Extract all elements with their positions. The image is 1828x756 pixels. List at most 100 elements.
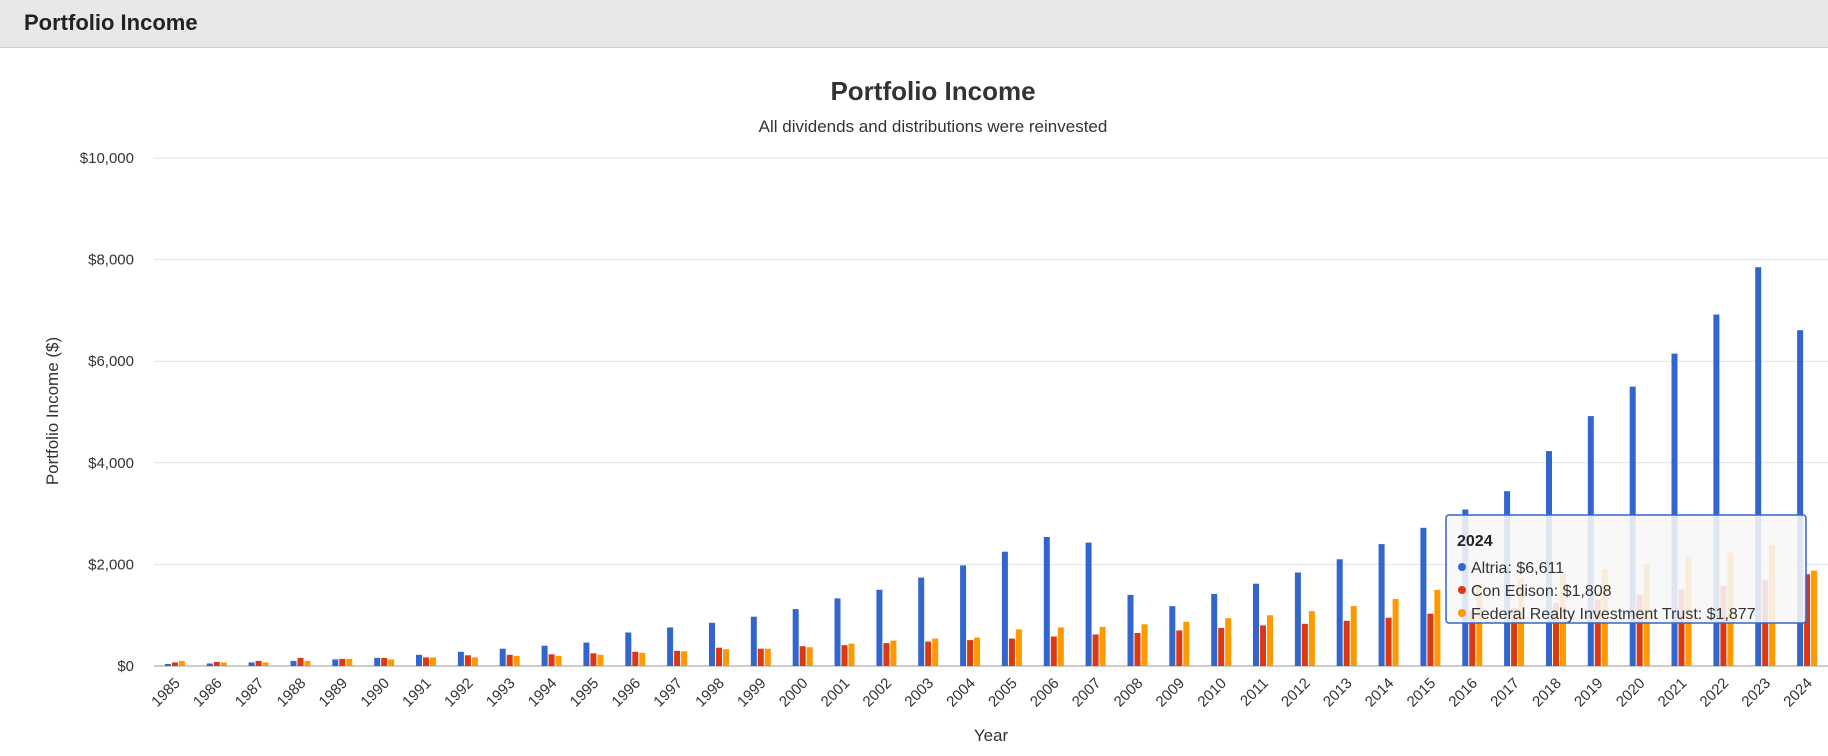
bar-federal-realty-investment-trust-2016[interactable]	[1476, 584, 1483, 666]
bar-altria-2001[interactable]	[834, 598, 841, 666]
bar-altria-1998[interactable]	[709, 622, 715, 666]
bar-altria-2011[interactable]	[1253, 583, 1259, 666]
bar-federal-realty-investment-trust-2006[interactable]	[1057, 627, 1064, 666]
bar-con-edison-1992[interactable]	[464, 655, 471, 666]
bar-altria-2014[interactable]	[1378, 544, 1385, 666]
bar-federal-realty-investment-trust-2004[interactable]	[974, 637, 981, 666]
bar-federal-realty-investment-trust-1985[interactable]	[178, 660, 185, 666]
bar-con-edison-1999[interactable]	[757, 648, 764, 666]
bar-federal-realty-investment-trust-1993[interactable]	[513, 655, 520, 666]
bar-altria-2005[interactable]	[1001, 551, 1008, 666]
bar-altria-1995[interactable]	[583, 642, 590, 666]
bar-federal-realty-investment-trust-2014[interactable]	[1392, 598, 1399, 666]
bar-federal-realty-investment-trust-2013[interactable]	[1350, 606, 1357, 666]
bar-con-edison-1989[interactable]	[339, 658, 346, 666]
bar-con-edison-1995[interactable]	[590, 653, 597, 666]
bar-con-edison-2016[interactable]	[1469, 611, 1476, 666]
bar-federal-realty-investment-trust-1998[interactable]	[723, 649, 729, 666]
bar-con-edison-2008[interactable]	[1134, 633, 1141, 666]
bar-con-edison-2001[interactable]	[841, 645, 848, 666]
bar-federal-realty-investment-trust-1988[interactable]	[304, 660, 311, 666]
bar-altria-1999[interactable]	[750, 616, 757, 666]
bar-federal-realty-investment-trust-1987[interactable]	[262, 662, 269, 666]
bar-con-edison-2015[interactable]	[1427, 613, 1434, 666]
bar-altria-1992[interactable]	[457, 651, 464, 666]
bar-federal-realty-investment-trust-1986[interactable]	[220, 662, 227, 666]
bar-con-edison-2020[interactable]	[1636, 594, 1643, 666]
bar-federal-realty-investment-trust-2009[interactable]	[1183, 621, 1190, 666]
bar-altria-2013[interactable]	[1336, 559, 1343, 666]
bar-con-edison-2024[interactable]	[1804, 574, 1811, 666]
bar-federal-realty-investment-trust-2011[interactable]	[1267, 615, 1273, 666]
bar-altria-1996[interactable]	[625, 632, 632, 667]
bar-con-edison-2017[interactable]	[1511, 608, 1518, 666]
bar-con-edison-1994[interactable]	[548, 654, 555, 666]
bar-federal-realty-investment-trust-2012[interactable]	[1308, 611, 1315, 666]
income-bar-chart[interactable]: Portfolio Income All dividends and distr…	[0, 48, 1828, 756]
bar-con-edison-2021[interactable]	[1678, 589, 1685, 666]
bar-federal-realty-investment-trust-1997[interactable]	[681, 651, 688, 666]
bar-con-edison-1987[interactable]	[255, 660, 262, 666]
bar-altria-2024[interactable]	[1797, 330, 1804, 666]
bar-con-edison-2014[interactable]	[1385, 617, 1392, 666]
bar-con-edison-2018[interactable]	[1553, 603, 1559, 666]
bar-altria-1997[interactable]	[667, 627, 674, 666]
bar-altria-1993[interactable]	[499, 648, 506, 666]
bar-con-edison-1991[interactable]	[423, 657, 429, 666]
bar-federal-realty-investment-trust-2007[interactable]	[1099, 626, 1106, 666]
bar-con-edison-2019[interactable]	[1594, 599, 1601, 667]
bar-con-edison-2004[interactable]	[967, 640, 974, 666]
bar-con-edison-2022[interactable]	[1720, 585, 1727, 666]
bar-altria-2004[interactable]	[960, 565, 967, 666]
bar-altria-1994[interactable]	[541, 645, 548, 666]
bar-con-edison-1985[interactable]	[171, 662, 178, 666]
bar-federal-realty-investment-trust-2024[interactable]	[1811, 570, 1818, 666]
bar-federal-realty-investment-trust-1999[interactable]	[764, 648, 771, 666]
bar-altria-1988[interactable]	[290, 660, 297, 666]
bar-federal-realty-investment-trust-1994[interactable]	[555, 655, 562, 666]
bar-federal-realty-investment-trust-2015[interactable]	[1434, 589, 1441, 666]
bar-altria-2022[interactable]	[1713, 314, 1720, 667]
bar-con-edison-1993[interactable]	[506, 654, 513, 666]
bar-altria-2023[interactable]	[1755, 267, 1762, 666]
bar-altria-2012[interactable]	[1294, 572, 1301, 667]
bar-altria-2002[interactable]	[876, 589, 883, 666]
bar-con-edison-2012[interactable]	[1301, 623, 1308, 666]
bar-con-edison-1997[interactable]	[674, 650, 681, 666]
bar-con-edison-1990[interactable]	[381, 657, 388, 666]
bar-altria-2021[interactable]	[1671, 353, 1678, 666]
bar-con-edison-2011[interactable]	[1260, 625, 1266, 666]
bar-altria-2010[interactable]	[1211, 593, 1218, 666]
bar-federal-realty-investment-trust-1996[interactable]	[639, 652, 646, 666]
bar-con-edison-2003[interactable]	[925, 641, 932, 666]
bar-altria-1989[interactable]	[332, 659, 339, 666]
bar-altria-1991[interactable]	[416, 654, 422, 666]
bar-altria-2003[interactable]	[918, 577, 925, 666]
bar-federal-realty-investment-trust-1991[interactable]	[430, 657, 436, 666]
bar-altria-2000[interactable]	[792, 609, 799, 666]
bar-federal-realty-investment-trust-2001[interactable]	[848, 643, 855, 666]
bar-federal-realty-investment-trust-1995[interactable]	[597, 654, 604, 666]
bar-altria-1986[interactable]	[206, 663, 213, 667]
bar-con-edison-2007[interactable]	[1092, 634, 1099, 667]
bar-federal-realty-investment-trust-2002[interactable]	[890, 640, 897, 666]
bar-con-edison-2002[interactable]	[883, 643, 890, 666]
bar-federal-realty-investment-trust-2005[interactable]	[1015, 629, 1022, 666]
bar-con-edison-2005[interactable]	[1008, 638, 1015, 666]
bar-con-edison-2006[interactable]	[1050, 636, 1057, 667]
bar-federal-realty-investment-trust-2010[interactable]	[1225, 618, 1232, 666]
bar-altria-2015[interactable]	[1420, 527, 1427, 666]
bar-altria-2007[interactable]	[1085, 542, 1092, 666]
bar-altria-1990[interactable]	[374, 657, 381, 666]
bar-con-edison-2010[interactable]	[1218, 627, 1225, 666]
bar-federal-realty-investment-trust-1990[interactable]	[388, 659, 395, 666]
bar-con-edison-2013[interactable]	[1343, 620, 1350, 666]
bar-federal-realty-investment-trust-2003[interactable]	[932, 638, 939, 666]
bar-con-edison-1996[interactable]	[632, 651, 639, 666]
bar-federal-realty-investment-trust-1992[interactable]	[471, 657, 478, 666]
bar-federal-realty-investment-trust-1989[interactable]	[346, 658, 353, 666]
bar-con-edison-2000[interactable]	[799, 646, 806, 666]
bar-con-edison-1988[interactable]	[297, 657, 304, 666]
bar-federal-realty-investment-trust-2000[interactable]	[806, 647, 813, 666]
bar-altria-1985[interactable]	[164, 664, 171, 666]
